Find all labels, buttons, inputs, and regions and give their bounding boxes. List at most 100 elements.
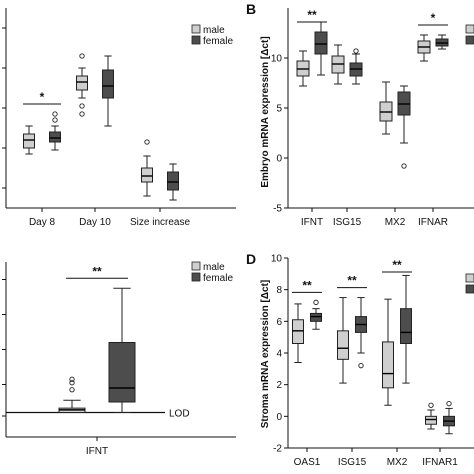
box-female <box>102 55 114 127</box>
y-tick-label: 2 <box>276 380 282 391</box>
x-tick-label: ISG15 <box>338 457 367 468</box>
x-tick-label: Day 8 <box>29 217 56 228</box>
outlier-point <box>428 402 434 408</box>
significance-marker: * <box>40 90 45 104</box>
legend-swatch <box>191 24 201 34</box>
significance-marker: ** <box>307 8 317 22</box>
outlier-point <box>358 363 364 369</box>
outlier-point <box>52 111 58 117</box>
panel-d: -2 0 2 4 6 8 10 OAS1 ISG15 MX2 IFNAR1 ** ** ** <box>271 254 474 468</box>
lod-label: LOD <box>169 409 190 420</box>
box-iqr <box>76 75 88 91</box>
significance-marker: ** <box>302 278 312 292</box>
x-tick-label: IFNT <box>301 217 323 228</box>
significance-marker: ** <box>92 264 102 278</box>
x-tick-label: MX2 <box>387 457 408 468</box>
significance-marker: ** <box>347 274 357 288</box>
box-iqr <box>108 342 136 403</box>
box-iqr <box>382 341 394 389</box>
y-tick-label: -5 <box>273 204 282 215</box>
legend-swatch <box>465 284 474 294</box>
box-male <box>331 44 345 85</box>
panel-label-b: B <box>246 1 256 17</box>
x-tick-label: IFNAR1 <box>422 457 458 468</box>
outlier-point <box>79 103 85 109</box>
x-tick-label: Size increase <box>130 217 190 228</box>
y-tick-label: 6 <box>276 317 282 328</box>
y-tick-label: -2 <box>273 444 282 455</box>
y-tick-label: 10 <box>271 54 283 65</box>
x-tick-label: ISG15 <box>333 217 362 228</box>
box-male <box>292 303 304 363</box>
box-iqr <box>337 330 349 360</box>
box-female <box>397 85 411 169</box>
panel-label-d: D <box>246 251 256 267</box>
x-tick-label: IFNAR <box>418 217 448 228</box>
box-male <box>425 402 437 430</box>
y-tick-label: 10 <box>271 254 283 265</box>
x-tick-label: Day 10 <box>79 217 111 228</box>
box-iqr <box>102 69 114 99</box>
box-female <box>355 297 367 369</box>
significance-marker: ** <box>392 258 402 272</box>
plots-layer: Day 8 Day 10 Size increase*malefemale-5051… <box>2 8 474 468</box>
box-iqr <box>49 131 61 143</box>
outlier-point <box>144 139 150 145</box>
box-male <box>379 81 393 135</box>
box-female <box>349 48 363 85</box>
x-tick-label: MX2 <box>385 217 406 228</box>
box-male <box>337 297 349 384</box>
box-male <box>76 53 88 117</box>
box-iqr <box>23 133 35 149</box>
box-iqr <box>141 167 153 183</box>
box-female <box>49 111 61 151</box>
outlier-point <box>313 299 319 305</box>
box-iqr <box>425 415 437 425</box>
box-iqr <box>400 308 412 344</box>
x-tick-label: IFNT <box>86 446 108 457</box>
box-male <box>417 34 431 62</box>
box-male <box>296 50 310 87</box>
legend-swatch <box>191 35 201 45</box>
box-female <box>400 274 412 384</box>
legend-swatch <box>191 272 201 282</box>
y-tick-label: 5 <box>276 104 282 115</box>
box-female <box>108 287 136 413</box>
y-tick-label: 0 <box>276 412 282 423</box>
legend-label: female <box>203 273 233 284</box>
legend-label: male <box>203 25 225 36</box>
box-female <box>167 163 179 201</box>
panel-b-ylabel: Embryo mRNA expression [Δct] <box>260 36 271 187</box>
outlier-point <box>69 387 75 393</box>
outlier-point <box>353 48 359 54</box>
y-tick-label: 4 <box>276 349 282 360</box>
box-female <box>443 401 455 435</box>
outlier-point <box>79 53 85 59</box>
box-iqr <box>310 312 322 322</box>
legend-label: male <box>203 262 225 273</box>
outlier-point <box>69 380 75 386</box>
legend-swatch <box>465 273 474 283</box>
box-male <box>58 376 86 413</box>
box-iqr <box>167 171 179 191</box>
x-tick-label: OAS1 <box>294 457 321 468</box>
box-male <box>23 125 35 155</box>
outlier-point <box>69 376 75 382</box>
outlier-point <box>52 117 58 123</box>
outlier-point <box>79 111 85 117</box>
box-iqr <box>314 31 328 55</box>
box-female <box>310 299 322 330</box>
box-male <box>382 298 394 406</box>
y-tick-label: 0 <box>276 154 282 165</box>
box-female <box>314 21 328 76</box>
significance-marker: * <box>431 11 436 25</box>
box-female <box>435 34 449 50</box>
outlier-point <box>401 163 407 169</box>
y-tick-label: 8 <box>276 285 282 296</box>
legend-swatch <box>465 24 474 34</box>
panel-d-ylabel: Stroma mRNA expression [Δct] <box>260 280 271 429</box>
